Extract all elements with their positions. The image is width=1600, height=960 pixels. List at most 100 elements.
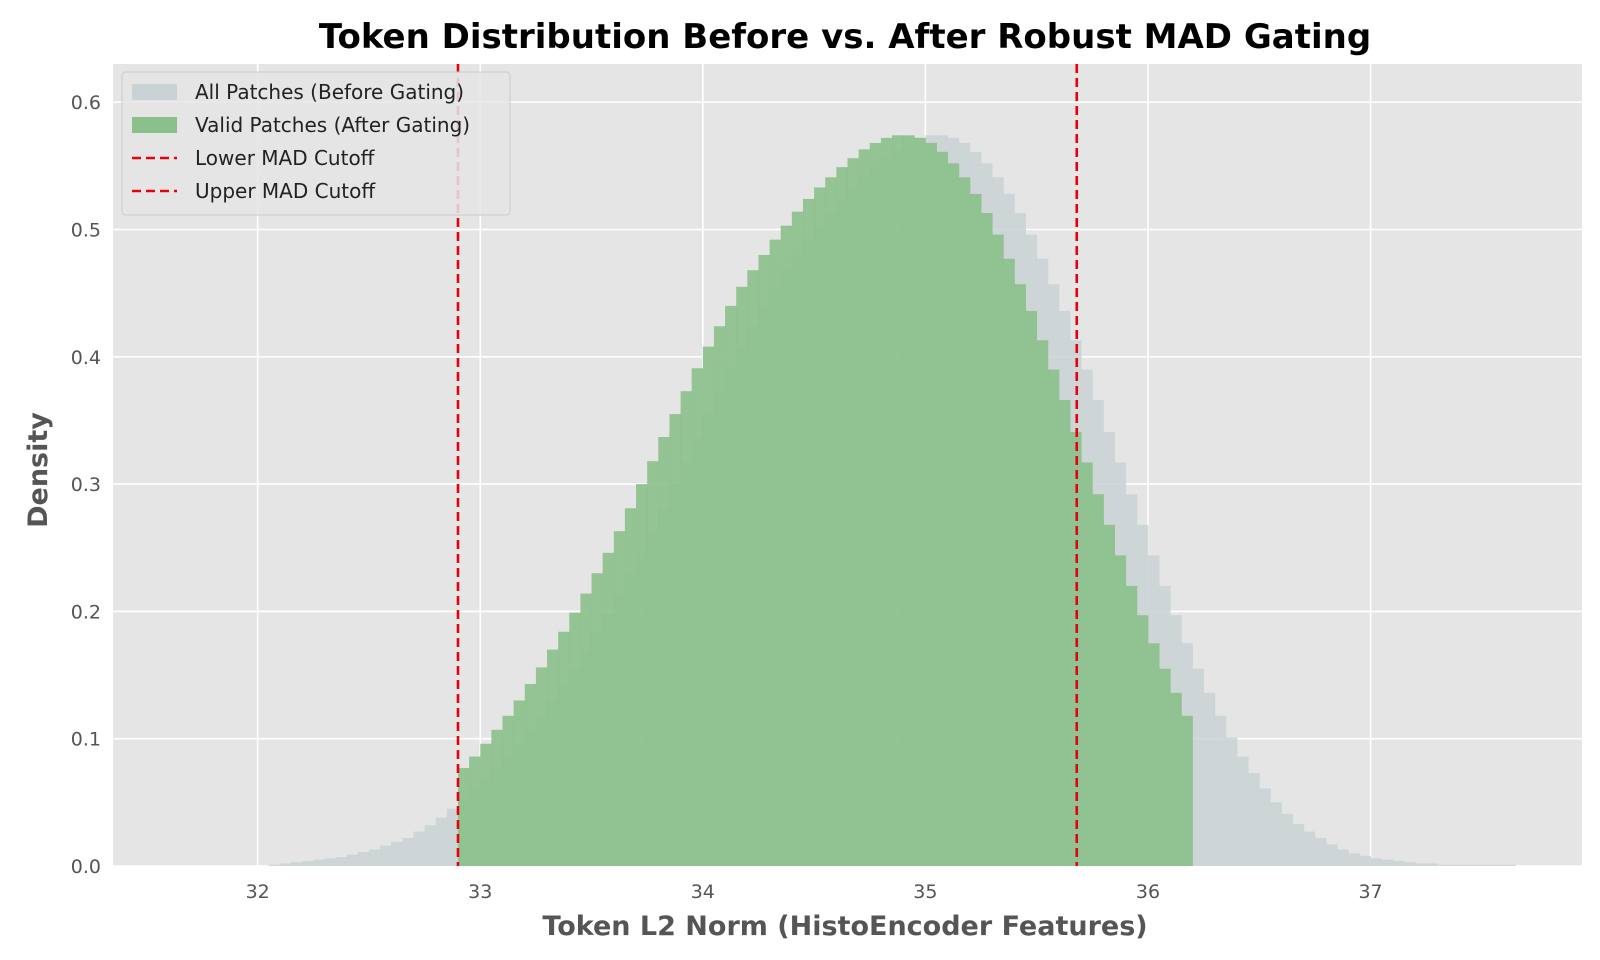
bar-after-gating [535,667,548,866]
bar-before-gating [1270,802,1282,866]
bar-after-gating [1092,494,1104,866]
bar-before-gating [1359,855,1371,866]
bar-after-gating [702,346,715,867]
bar-after-gating [903,135,915,867]
bar-after-gating [669,414,681,866]
bar-before-gating [1237,756,1249,866]
chart-title: Token Distribution Before vs. After Robu… [319,17,1371,57]
bar-after-gating [869,142,882,866]
bar-after-gating [969,193,982,866]
x-tick-label: 34 [691,881,715,903]
bar-after-gating [758,254,770,866]
bars-after-gating [457,135,1193,867]
bar-after-gating [747,270,759,866]
bar-before-gating [1392,860,1405,866]
bar-before-gating [1504,864,1516,866]
bar-after-gating [658,436,670,866]
bar-before-gating [1448,864,1460,866]
bar-after-gating [780,225,793,866]
y-tick-label: 0.5 [71,219,101,241]
bar-after-gating [580,593,592,866]
bar-after-gating [981,212,993,866]
bar-after-gating [958,177,971,867]
bar-before-gating [313,859,325,866]
y-tick-label: 0.0 [71,856,101,878]
x-tick-label: 32 [246,881,270,903]
bar-before-gating [380,845,392,866]
bar-after-gating [1181,715,1193,866]
bar-after-gating [1170,692,1182,866]
bar-after-gating [569,612,581,866]
bar-after-gating [547,649,559,866]
bar-after-gating [524,683,537,866]
bar-after-gating [1136,615,1149,866]
bar-before-gating [413,831,426,866]
bar-before-gating [1225,737,1238,866]
bar-before-gating [1403,862,1416,866]
bar-before-gating [1492,864,1505,866]
bar-after-gating [858,149,871,867]
bar-before-gating [1348,853,1360,866]
bar-before-gating [1214,715,1227,866]
bar-after-gating [925,142,937,866]
bar-before-gating [1415,863,1427,866]
bar-after-gating [1047,369,1060,866]
legend-swatch [132,84,177,100]
bar-before-gating [1426,863,1438,866]
bar-after-gating [1159,668,1171,866]
bar-before-gating [1192,668,1205,866]
bar-after-gating [602,552,615,866]
bar-after-gating [624,508,637,866]
bar-after-gating [725,305,737,866]
bar-after-gating [791,211,804,866]
legend-label: Upper MAD Cutoff [195,179,376,203]
bar-before-gating [1326,844,1338,866]
bar-before-gating [1381,859,1394,866]
bar-after-gating [491,729,503,866]
bar-after-gating [647,461,659,866]
legend-label: All Patches (Before Gating) [195,80,464,104]
bar-before-gating [1459,864,1472,866]
bar-before-gating [1292,823,1305,866]
bar-before-gating [1470,864,1483,866]
bar-after-gating [947,163,960,867]
bar-before-gating [1303,831,1316,866]
legend-frame [121,71,511,216]
y-tick-label: 0.3 [71,474,101,496]
bar-before-gating [1337,849,1349,866]
bar-after-gating [1003,258,1015,866]
bar-after-gating [1058,400,1071,866]
legend-label: Valid Patches (After Gating) [195,113,470,137]
bar-after-gating [1147,643,1160,866]
bar-after-gating [769,239,782,866]
bar-after-gating [914,137,926,867]
bar-before-gating [391,841,403,866]
bar-after-gating [680,391,693,866]
bar-after-gating [558,631,570,866]
bar-before-gating [1248,773,1260,866]
legend: All Patches (Before Gating) Valid Patches… [121,71,511,216]
bar-after-gating [1025,310,1038,866]
bar-before-gating [291,862,303,866]
bar-after-gating [802,198,815,866]
bar-after-gating [1081,462,1093,866]
y-tick-label: 0.2 [71,601,101,623]
x-axis-label: Token L2 Norm (HistoEncoder Features) [542,911,1147,942]
bar-after-gating [613,531,626,866]
bar-after-gating [457,767,470,866]
bar-before-gating [424,825,437,866]
bar-before-gating [346,854,359,866]
x-tick-label: 36 [1136,881,1160,903]
bar-after-gating [836,167,848,867]
bar-after-gating [513,700,526,866]
bar-before-gating [368,849,381,866]
bar-before-gating [302,860,314,866]
bar-after-gating [814,187,826,866]
bar-after-gating [1103,524,1115,866]
bar-after-gating [469,756,481,866]
bar-after-gating [892,135,904,867]
bar-after-gating [691,368,704,866]
bar-before-gating [335,857,348,866]
bar-after-gating [1114,555,1127,866]
